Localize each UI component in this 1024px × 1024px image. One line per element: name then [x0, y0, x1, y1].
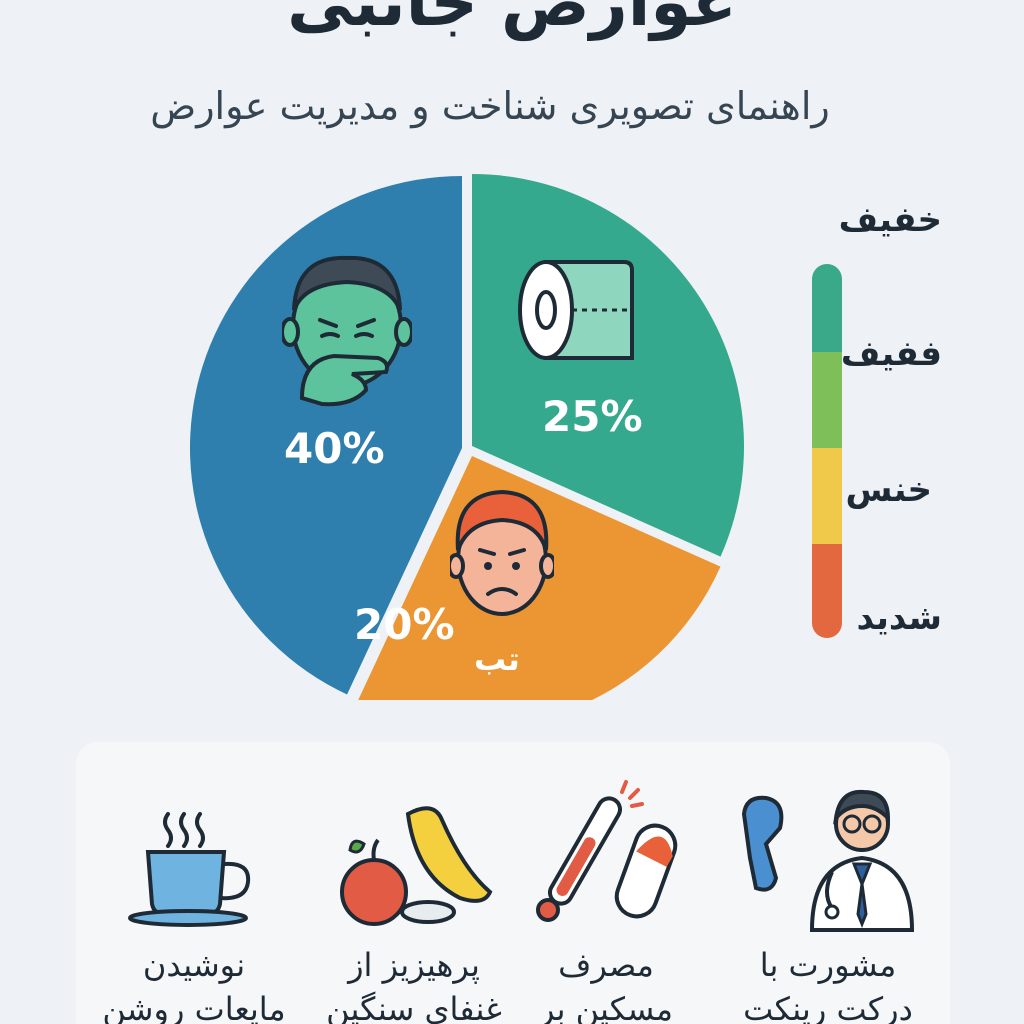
severity-scale-bar [812, 264, 842, 638]
severity-label-low: ففیف [840, 334, 942, 374]
severity-label-medium: خنس [845, 470, 932, 510]
page-title: عوارض جانبی [287, 0, 737, 41]
severity-segment-mild [812, 264, 842, 352]
tip-drink-fluids-line2: مایعات روشن [102, 990, 286, 1024]
tip-consult-doctor-line2: درکت رینکت [743, 990, 913, 1024]
tip-take-painkiller-line1: مصرف [558, 946, 654, 984]
severity-segment-low [812, 352, 842, 448]
fruit-icon [340, 806, 493, 926]
nauseous-face-icon [282, 255, 412, 407]
toilet-paper-icon [518, 260, 634, 360]
tip-avoid-heavy-food-line2: غنفای سنگین [326, 990, 502, 1024]
slice-percent-25: 25% [542, 392, 643, 441]
tea-cup-icon [128, 812, 251, 927]
sad-face-icon [450, 489, 554, 616]
tip-consult-doctor-line1: مشورت با [759, 946, 897, 984]
severity-segment-severe [812, 544, 842, 638]
tip-consult-doctor: مشورت با درکت رینکت [728, 784, 928, 1024]
thermometer-pill-icon [536, 780, 678, 922]
slice-percent-40: 40% [284, 424, 385, 473]
tip-drink-fluids: نوشیدن مایعات روشن [94, 808, 294, 1024]
tip-take-painkiller: مصرف مسکین بر [506, 776, 706, 1024]
doctor-icon [741, 789, 915, 932]
page-subtitle: راهنمای تصویری شناخت و مدیریت عوارض [150, 84, 830, 128]
slice-percent-20: 20% [354, 600, 455, 649]
tip-avoid-heavy-food-line1: پرهیزیز از [348, 946, 480, 984]
tip-avoid-heavy-food: پرهیزیز از غنفای سنگین [314, 800, 514, 1024]
severity-segment-medium [812, 448, 842, 544]
severity-label-severe: شدید [856, 598, 942, 638]
tip-take-painkiller-line2: مسکین بر [538, 990, 674, 1024]
slice-label-fever: تب [474, 640, 520, 678]
severity-label-mild: خفیف [838, 200, 942, 240]
tip-drink-fluids-line1: نوشیدن [142, 946, 246, 984]
